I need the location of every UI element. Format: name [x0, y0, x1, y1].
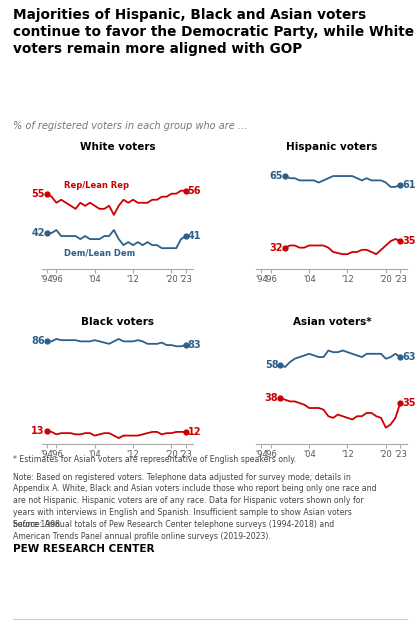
Text: Dem/Lean Dem: Dem/Lean Dem: [63, 249, 135, 258]
Text: 38: 38: [265, 393, 278, 403]
Text: Note: Based on registered voters. Telephone data adjusted for survey mode; detai: Note: Based on registered voters. Teleph…: [13, 472, 376, 529]
Title: Hispanic voters: Hispanic voters: [286, 142, 378, 152]
Title: Asian voters*: Asian voters*: [293, 317, 371, 327]
Text: 61: 61: [402, 180, 416, 190]
Text: 41: 41: [188, 231, 201, 241]
Text: Majorities of Hispanic, Black and Asian voters
continue to favor the Democratic : Majorities of Hispanic, Black and Asian …: [13, 8, 414, 56]
Text: % of registered voters in each group who are ...: % of registered voters in each group who…: [13, 121, 247, 131]
Text: Rep/Lean Rep: Rep/Lean Rep: [63, 181, 129, 190]
Text: 55: 55: [32, 189, 45, 198]
Text: PEW RESEARCH CENTER: PEW RESEARCH CENTER: [13, 544, 154, 554]
Text: 32: 32: [270, 243, 283, 253]
Text: 63: 63: [402, 352, 416, 362]
Title: White voters: White voters: [80, 142, 155, 152]
Text: 35: 35: [402, 236, 416, 246]
Title: Black voters: Black voters: [81, 317, 154, 327]
Text: 12: 12: [188, 427, 201, 437]
Text: 56: 56: [188, 186, 201, 196]
Text: 13: 13: [32, 426, 45, 436]
Text: 86: 86: [31, 336, 45, 346]
Text: Source: Annual totals of Pew Research Center telephone surveys (1994-2018) and
A: Source: Annual totals of Pew Research Ce…: [13, 520, 334, 541]
Text: 83: 83: [188, 340, 201, 350]
Text: 42: 42: [32, 228, 45, 238]
Text: * Estimates for Asian voters are representative of English speakers only.: * Estimates for Asian voters are represe…: [13, 455, 296, 464]
Text: 65: 65: [270, 171, 283, 181]
Text: 35: 35: [402, 398, 416, 408]
Text: 58: 58: [265, 360, 278, 370]
